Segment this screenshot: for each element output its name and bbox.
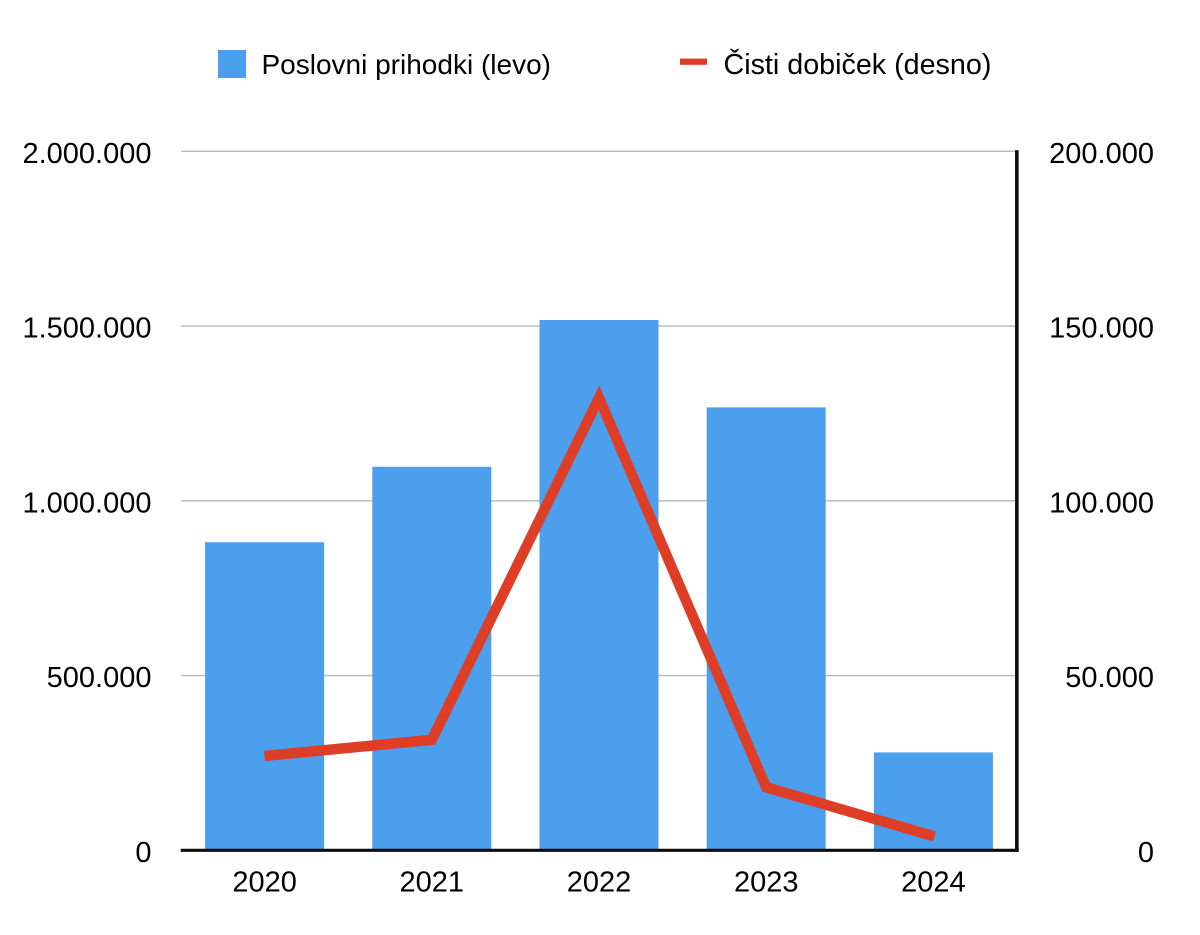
svg-text:Poslovni prihodki (levo): Poslovni prihodki (levo) [262,49,551,80]
svg-text:2.000.000: 2.000.000 [22,138,151,170]
svg-text:2024: 2024 [901,866,966,898]
svg-text:50.000: 50.000 [1065,662,1154,694]
svg-text:2023: 2023 [734,866,799,898]
svg-text:150.000: 150.000 [1049,313,1154,345]
svg-text:500.000: 500.000 [47,662,152,694]
svg-text:2022: 2022 [567,866,632,898]
svg-text:200.000: 200.000 [1049,138,1154,170]
svg-text:2021: 2021 [400,866,465,898]
svg-text:1.500.000: 1.500.000 [22,313,151,345]
svg-text:1.000.000: 1.000.000 [22,487,151,519]
svg-text:2020: 2020 [232,866,297,898]
svg-text:0: 0 [135,837,151,869]
svg-text:100.000: 100.000 [1049,487,1154,519]
svg-text:0: 0 [1138,837,1154,869]
svg-text:Čisti dobiček (desno): Čisti dobiček (desno) [724,47,992,81]
